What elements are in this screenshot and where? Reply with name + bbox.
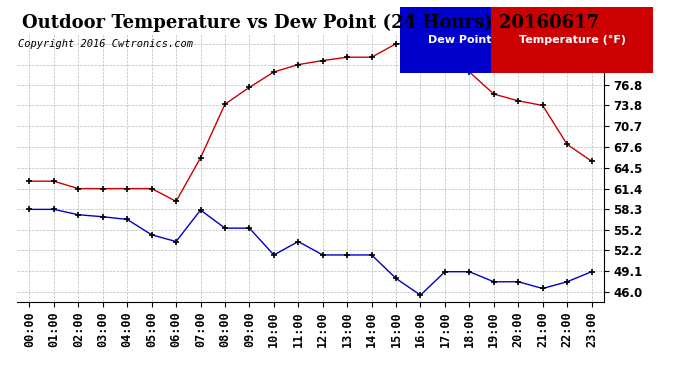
Text: Temperature (°F): Temperature (°F) xyxy=(519,35,626,45)
Text: Dew Point (°F): Dew Point (°F) xyxy=(428,35,519,45)
Title: Outdoor Temperature vs Dew Point (24 Hours) 20160617: Outdoor Temperature vs Dew Point (24 Hou… xyxy=(22,14,599,32)
Text: Copyright 2016 Cwtronics.com: Copyright 2016 Cwtronics.com xyxy=(19,39,193,49)
